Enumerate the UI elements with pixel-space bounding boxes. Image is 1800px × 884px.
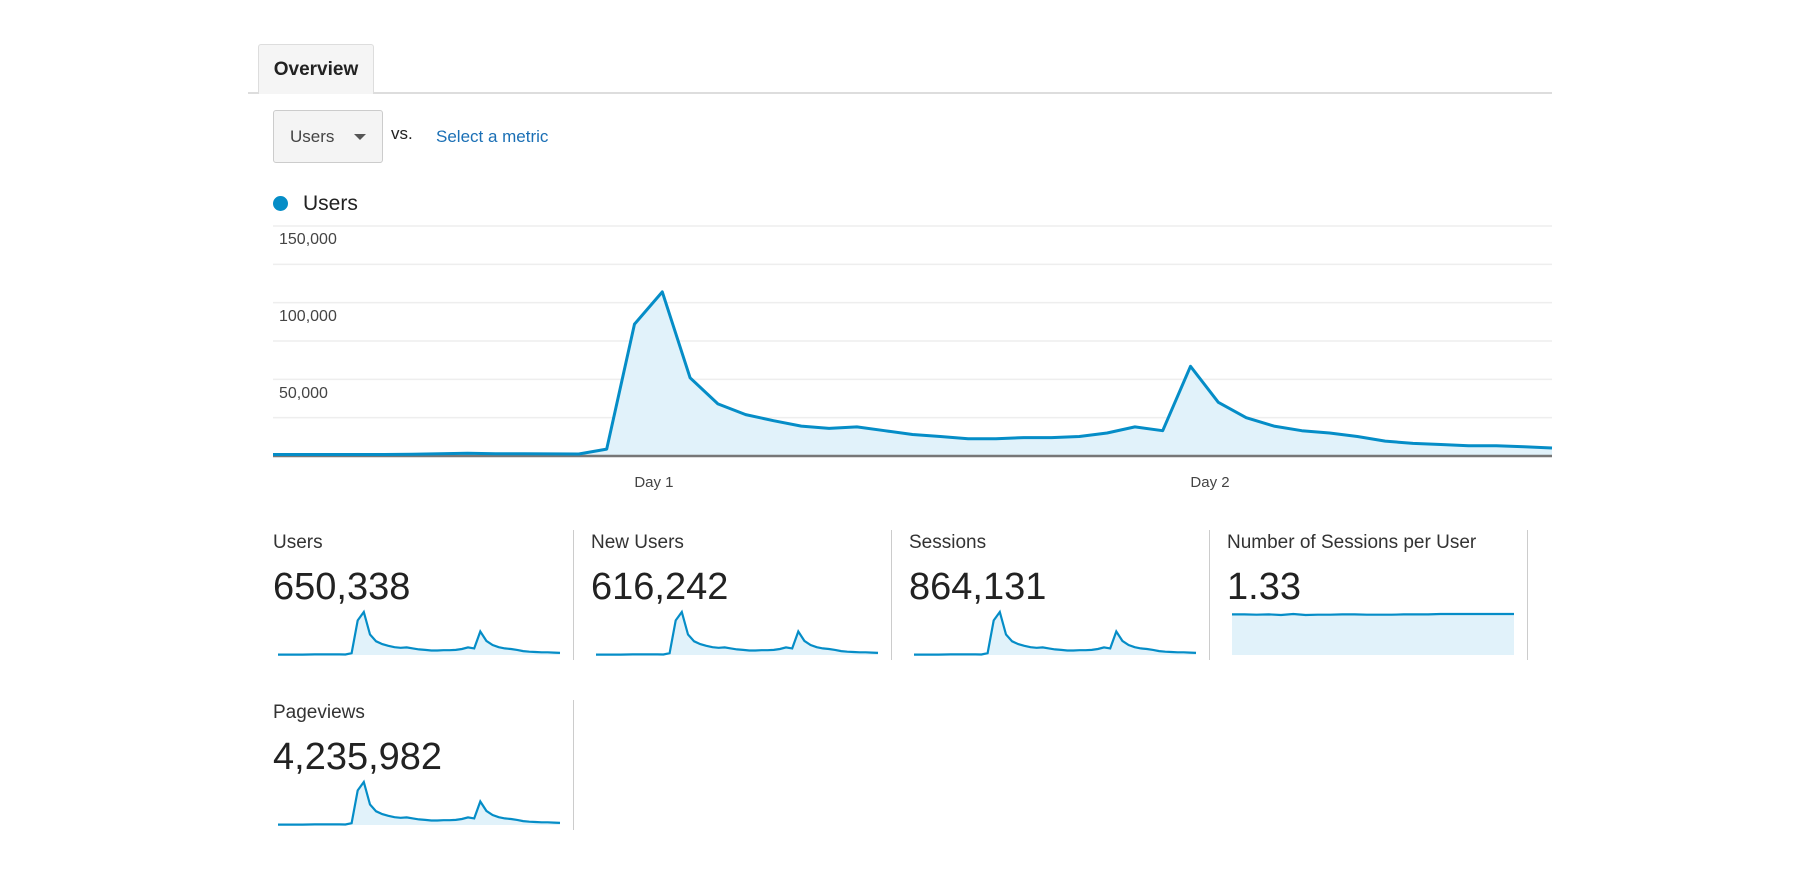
data-point[interactable] [715,401,721,407]
data-point[interactable] [1327,430,1333,436]
x-tick-label: Day 2 [1190,474,1230,491]
data-point[interactable] [381,451,387,457]
data-point[interactable] [1215,399,1221,405]
scorecard-label: Users [273,532,323,553]
y-tick-label: 50,000 [279,385,328,402]
scorecard-value: 616,242 [591,566,729,608]
data-point[interactable] [492,451,498,457]
scorecard-divider [1209,530,1210,660]
sparkline-line [914,609,1197,656]
data-point[interactable] [1243,415,1249,421]
data-point[interactable] [659,289,665,295]
scorecard-value: 1.33 [1227,566,1301,608]
data-point[interactable] [1466,443,1472,449]
data-point[interactable] [1410,440,1416,446]
scorecard-sparkline[interactable] [277,778,561,828]
data-point[interactable] [1132,424,1138,430]
users-line-chart[interactable] [0,0,1800,500]
scorecard-value: 4,235,982 [273,736,443,778]
metric-dropdown-value: Users [290,127,335,146]
tab-overview[interactable]: Overview [258,44,374,94]
data-point[interactable] [270,451,276,457]
data-point[interactable] [687,375,693,381]
scorecard-label: Number of Sessions per User [1227,532,1477,553]
data-point[interactable] [854,424,860,430]
data-point[interactable] [1299,428,1305,434]
sparkline-line [596,609,879,656]
scorecard-sparkline[interactable] [913,608,1197,658]
data-point[interactable] [1076,434,1082,440]
area-fill [273,291,1552,456]
data-point[interactable] [1049,435,1055,441]
data-point[interactable] [1521,444,1527,450]
data-point[interactable] [798,423,804,429]
data-point[interactable] [298,451,304,457]
data-point[interactable] [1021,435,1027,441]
x-tick-label: Day 1 [634,474,674,491]
data-point[interactable] [353,451,359,457]
scorecard-divider [573,530,574,660]
data-point[interactable] [993,436,999,442]
data-point[interactable] [1188,363,1194,369]
y-tick-label: 100,000 [279,308,337,325]
data-point[interactable] [520,451,526,457]
vs-label: vs. [391,124,413,143]
data-point[interactable] [1438,442,1444,448]
data-point[interactable] [743,412,749,418]
scorecard-label: New Users [591,532,684,553]
data-point[interactable] [1354,434,1360,440]
scorecard-sparkline[interactable] [277,608,561,658]
data-point[interactable] [1493,443,1499,449]
caret-down-icon [354,134,366,140]
data-point[interactable] [1271,423,1277,429]
legend-label: Users [303,192,358,215]
data-point[interactable] [770,418,776,424]
sparkline-line [1232,612,1514,617]
data-point[interactable] [437,451,443,457]
data-point[interactable] [604,446,610,452]
series-line-users [273,290,1553,456]
scorecard-value: 650,338 [273,566,411,608]
data-point[interactable] [548,451,554,457]
data-point[interactable] [937,434,943,440]
scorecard-divider [573,700,574,830]
scorecard-value: 864,131 [909,566,1047,608]
data-point[interactable] [631,321,637,327]
scorecard-divider [1527,530,1528,660]
data-point[interactable] [576,451,582,457]
data-point[interactable] [1160,428,1166,434]
data-point[interactable] [882,428,888,434]
scorecard-divider [891,530,892,660]
data-point[interactable] [1104,430,1110,436]
data-point[interactable] [1549,445,1555,451]
y-tick-label: 150,000 [279,231,337,248]
scorecard-label: Sessions [909,532,987,553]
select-metric-link[interactable]: Select a metric [436,127,549,146]
sparkline-fill [1232,614,1514,655]
scorecard-sparkline[interactable] [595,608,879,658]
tab-bar-divider [248,92,1552,94]
data-point[interactable] [826,425,832,431]
scorecard-sparkline[interactable] [1231,608,1515,658]
sparkline-line [278,779,561,826]
data-point[interactable] [326,451,332,457]
legend-dot-icon [273,196,288,211]
data-point[interactable] [1382,438,1388,444]
data-point[interactable] [465,450,471,456]
data-point[interactable] [910,432,916,438]
scorecard-label: Pageviews [273,702,365,723]
sparkline-line [278,609,561,656]
data-point[interactable] [409,451,415,457]
data-point[interactable] [965,436,971,442]
metric-dropdown[interactable]: Users [273,110,383,163]
